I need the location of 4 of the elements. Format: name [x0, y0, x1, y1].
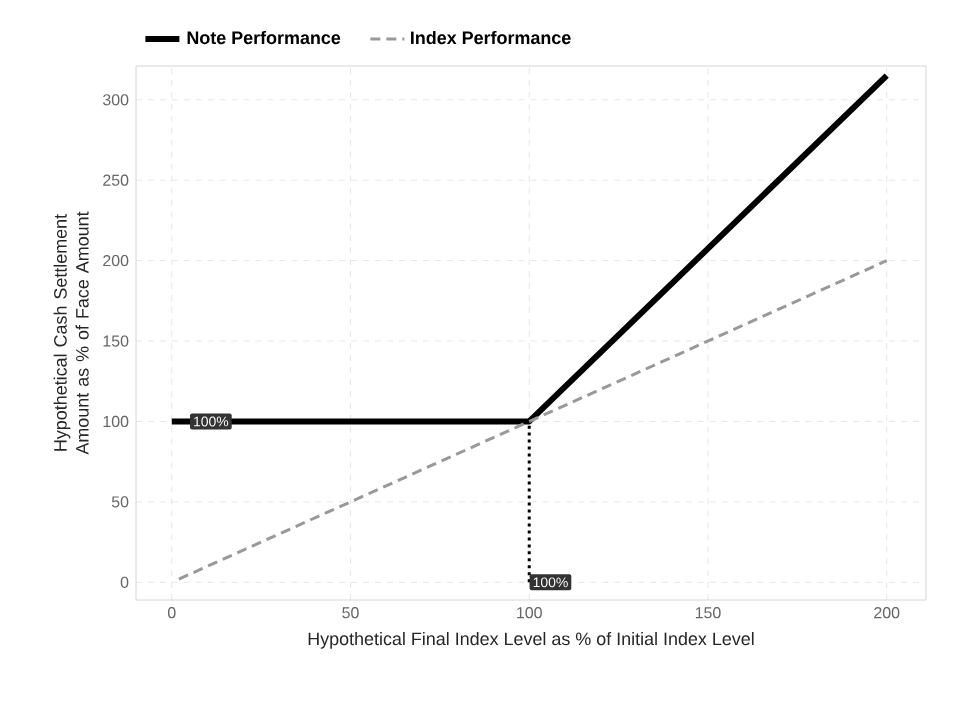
legend-label: Index Performance: [411, 30, 571, 45]
x-axis-title: Hypothetical Final Index Level as % of Initial Index Level: [308, 632, 754, 649]
y-axis-title: Hypothetical Cash Settlement Amount as % of Face Amount: [53, 211, 89, 455]
legend-label: Note Performance: [187, 30, 341, 45]
